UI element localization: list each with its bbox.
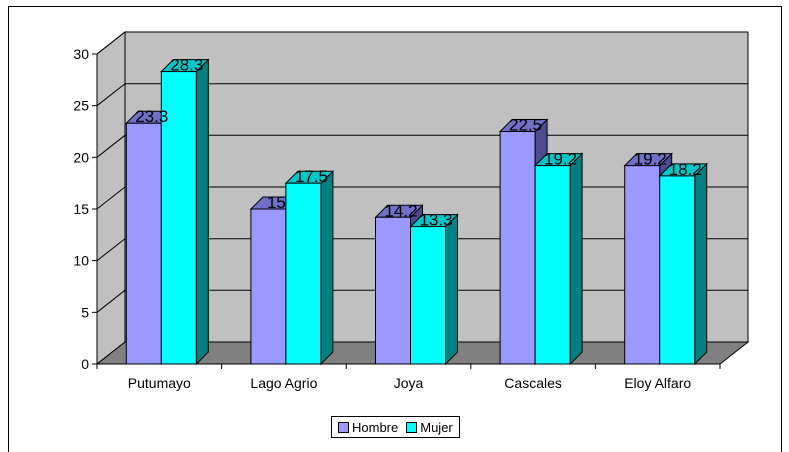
data-label: 19.2: [544, 150, 577, 169]
y-tick-label: 25: [73, 98, 89, 114]
legend-label-mujer: Mujer: [420, 419, 453, 435]
bar: [533, 152, 584, 366]
x-tick-label: Lago Agrio: [250, 375, 317, 391]
x-tick-label: Joya: [394, 375, 424, 391]
bar-front: [659, 175, 696, 365]
bar-front: [285, 182, 322, 365]
y-tick-label: 0: [81, 356, 89, 372]
x-tick-label: Cascales: [504, 375, 562, 391]
data-label: 13.3: [419, 211, 452, 230]
y-tick-label: 20: [73, 149, 89, 165]
bar-side: [320, 169, 334, 366]
bar-side: [195, 58, 209, 366]
bar-side: [694, 162, 708, 366]
bar: [284, 169, 335, 366]
legend-swatch-mujer: [406, 421, 418, 433]
bar-front: [160, 71, 197, 365]
gridline: [96, 83, 748, 107]
data-label: 17.5: [295, 167, 328, 186]
y-tick-label: 15: [73, 201, 89, 217]
bar-front: [499, 131, 536, 365]
bar: [160, 58, 210, 366]
data-label: 22.5: [509, 116, 542, 135]
legend-label-hombre: Hombre: [352, 419, 399, 435]
bar-front: [534, 165, 571, 365]
bar-front: [375, 216, 411, 365]
gridline: [96, 31, 748, 55]
x-tick-label: Putumayo: [128, 375, 191, 391]
axes: 0 5 10 15 20 25 30 Putumayo Lago Agrio Joya Cascal…: [73, 46, 721, 391]
data-label: 15: [267, 193, 286, 212]
legend-swatch-hombre: [338, 421, 349, 433]
legend: Hombre Mujer: [331, 416, 460, 438]
bar-front: [125, 122, 162, 365]
data-label: 23.3: [135, 107, 168, 126]
bar-side: [569, 152, 583, 366]
legend-item-hombre: Hombre: [338, 420, 398, 435]
data-label: 18.2: [669, 160, 702, 179]
y-tick-label: 30: [73, 46, 89, 62]
bar-front: [410, 226, 446, 365]
bar: [409, 213, 459, 366]
bars: [125, 58, 708, 366]
bar-front: [624, 165, 661, 365]
y-tick-label: 5: [81, 304, 89, 320]
y-tick-label: 10: [73, 253, 89, 269]
legend-item-mujer: Mujer: [406, 420, 453, 435]
bar-front: [250, 208, 287, 365]
x-tick-label: Eloy Alfaro: [624, 375, 691, 391]
data-label: 19.2: [634, 150, 667, 169]
data-label: 14.2: [384, 201, 417, 220]
data-label: 28.3: [170, 56, 203, 75]
bar-side: [445, 213, 458, 366]
bar: [658, 162, 708, 366]
